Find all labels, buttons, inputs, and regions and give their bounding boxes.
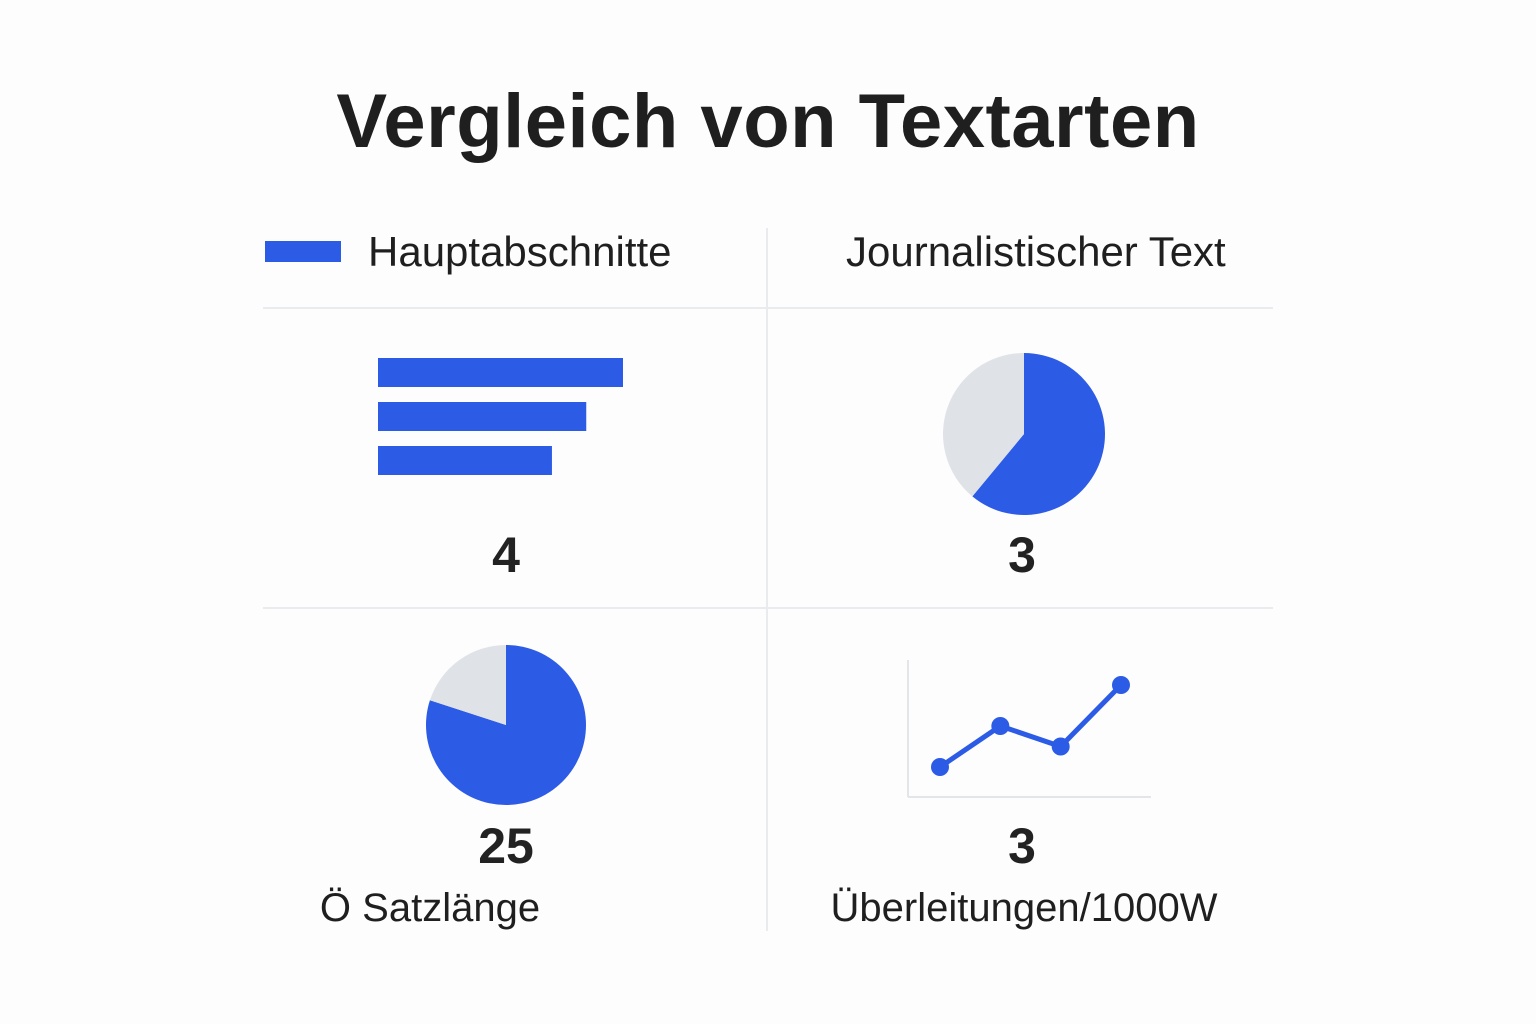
bar-chart-value: 4 [492, 527, 520, 583]
grid-divider-vertical [766, 228, 768, 931]
pie-chart-bottom [426, 645, 586, 805]
line-point-1 [931, 758, 949, 776]
column-header-journalistic: Journalistischer Text [846, 228, 1226, 275]
legend-label: Hauptabschnitte [368, 228, 672, 275]
line-point-3 [1051, 737, 1070, 756]
bar-3 [378, 446, 552, 475]
page-title: Vergleich von Textarten [336, 79, 1200, 164]
grid-divider-top [263, 307, 1273, 309]
bar-chart [378, 358, 623, 475]
pie-chart-bottom-value: 25 [478, 818, 534, 874]
pie-top-slice-2 [943, 353, 1024, 497]
line-chart [907, 660, 1151, 798]
line-point-4 [1112, 676, 1130, 694]
pie-top-slice-1 [972, 353, 1105, 515]
line-point-2 [991, 717, 1010, 735]
line-chart-value: 3 [1008, 818, 1036, 874]
legend-swatch [265, 241, 341, 262]
sentence-length-label: Ö Satzlänge [319, 886, 541, 930]
pie-bottom-slice-2 [429, 645, 506, 725]
grid-divider-middle [263, 607, 1273, 609]
pie-chart-top-value: 3 [1008, 527, 1036, 583]
bar-2 [378, 402, 587, 431]
bar-1 [378, 358, 623, 387]
transitions-label: Überleitungen/1000W [830, 886, 1218, 930]
line-series [937, 682, 1124, 770]
pie-chart-top [943, 353, 1105, 515]
